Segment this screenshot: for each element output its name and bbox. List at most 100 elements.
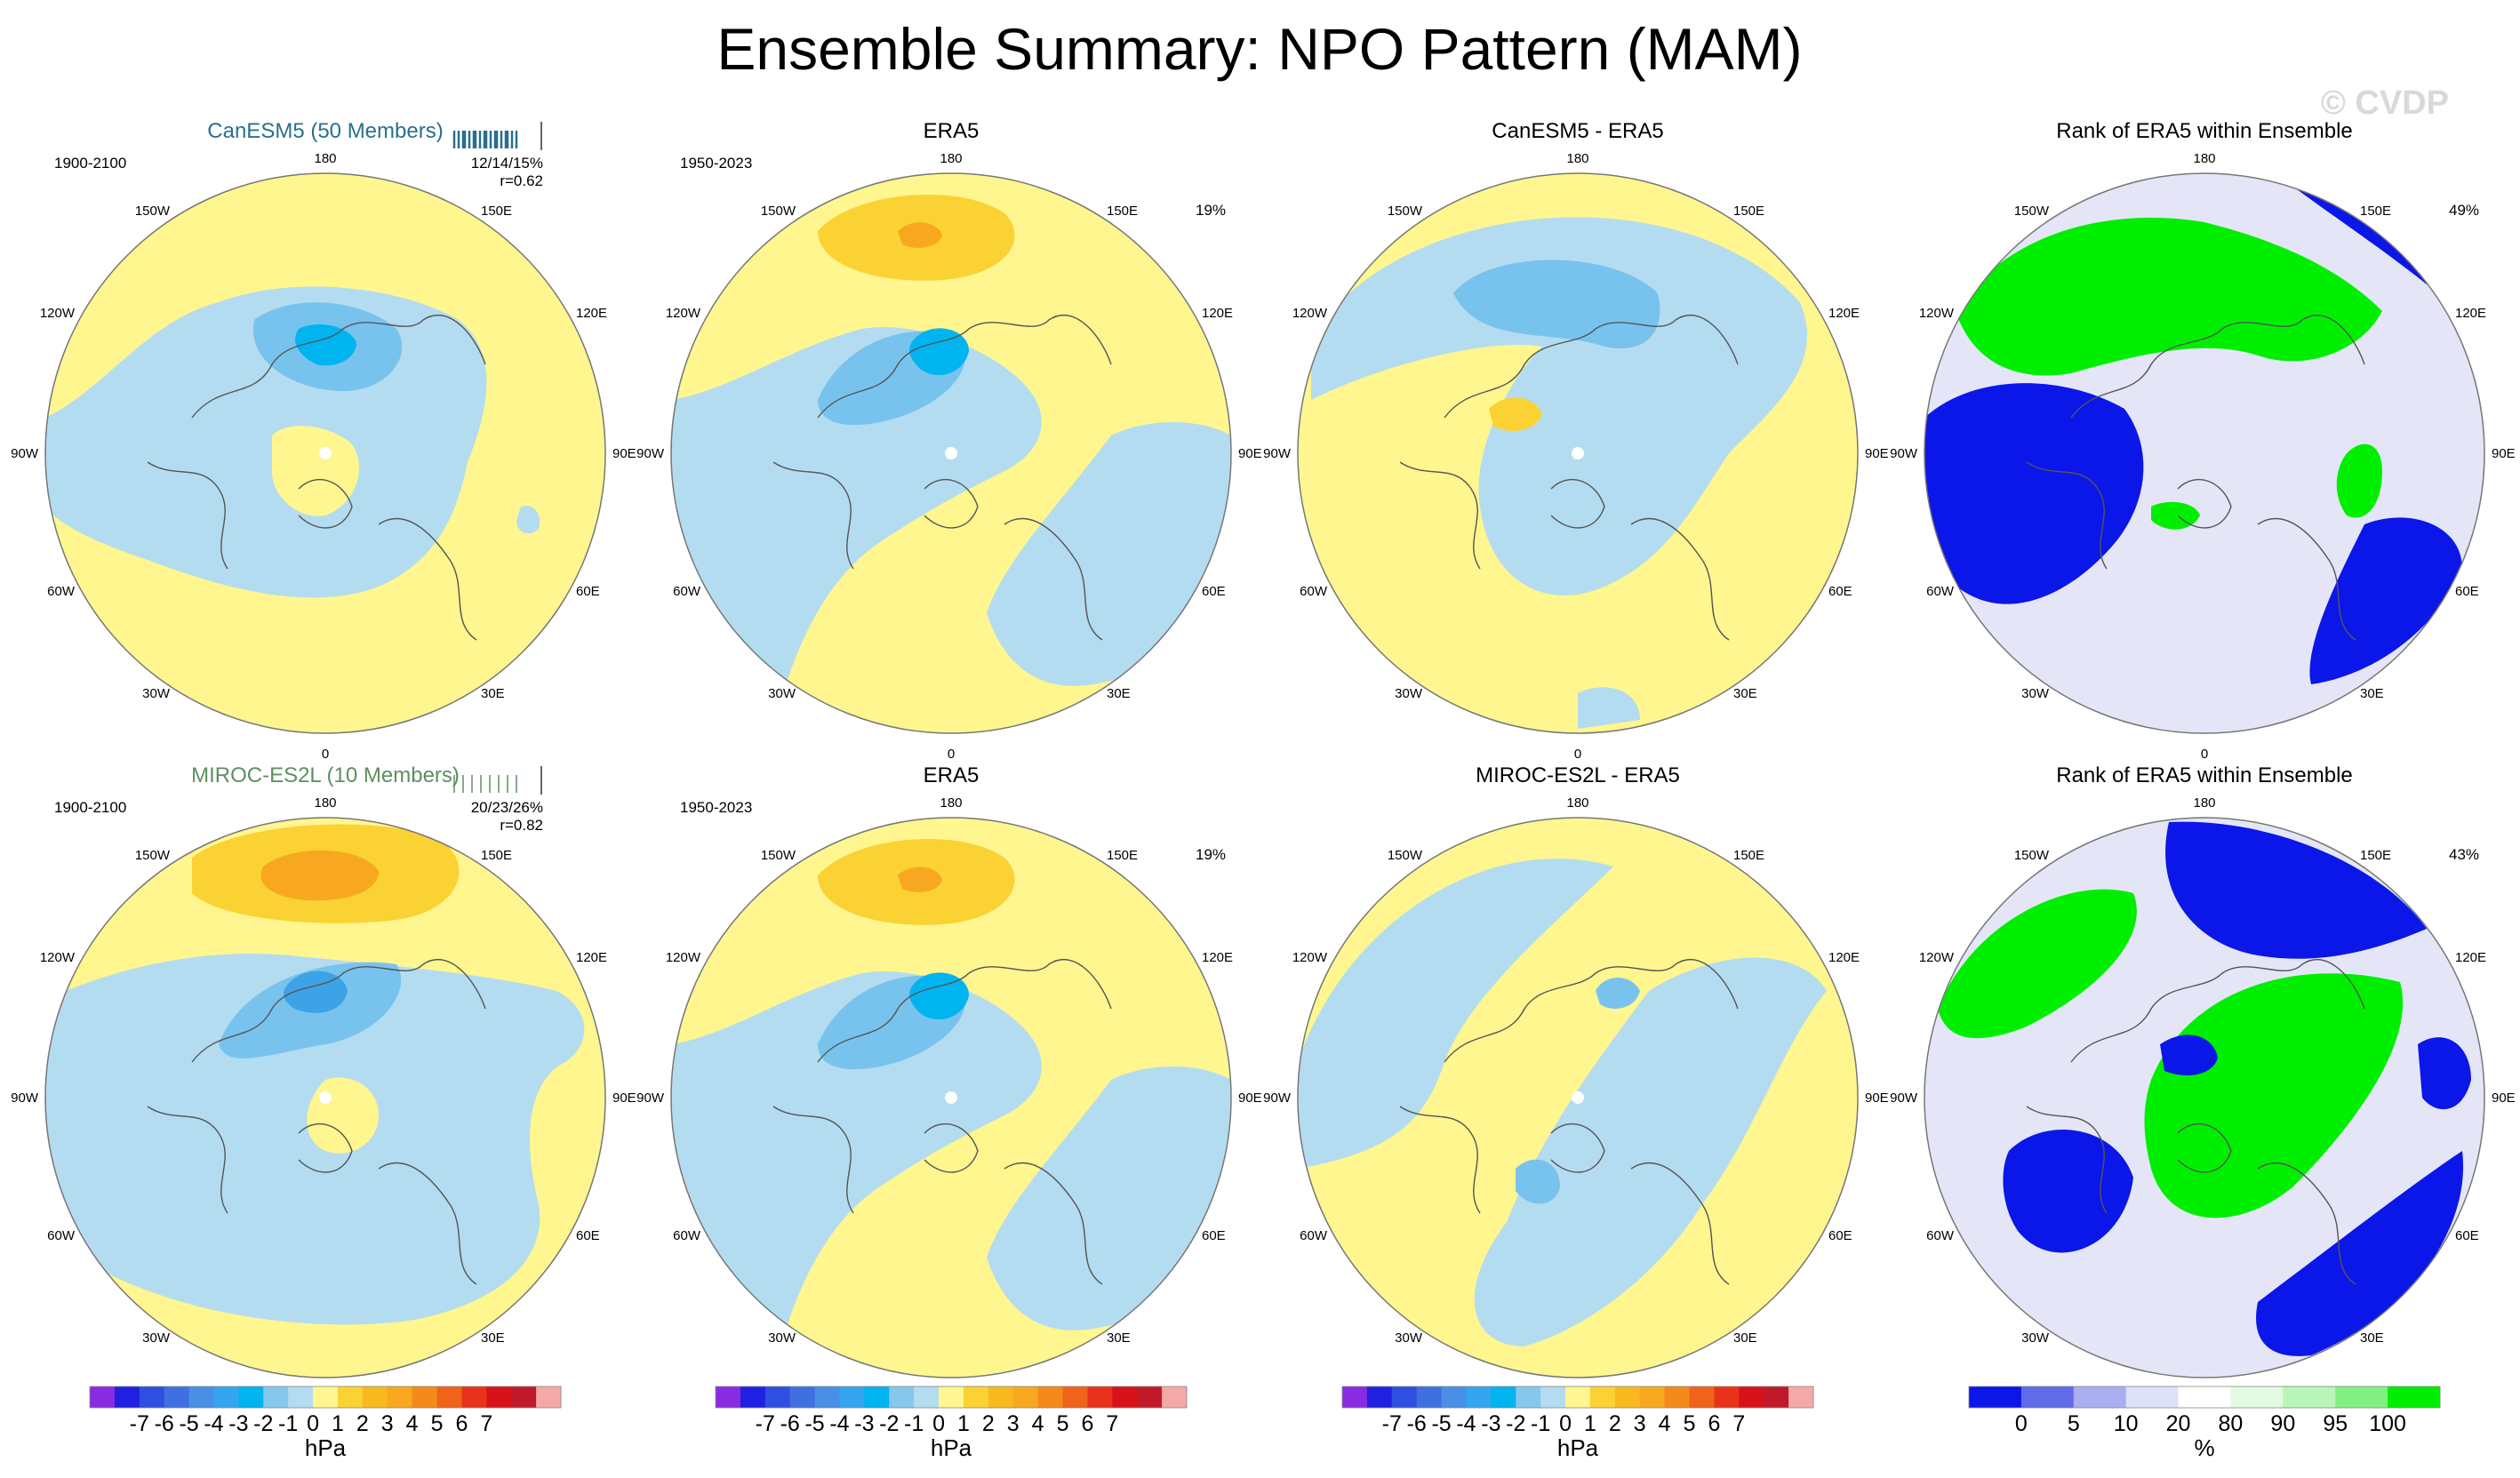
- pattern-correlation: r=0.82: [500, 817, 543, 834]
- period-label: 1950-2023: [680, 155, 752, 172]
- lon-label-left: 90W: [1890, 446, 1918, 461]
- pole-marker: [945, 1091, 957, 1104]
- colorbar-swatch: [2178, 1386, 2231, 1408]
- lon-label-left: 90W: [636, 1091, 665, 1106]
- lon-label-ul2: 120W: [1919, 306, 1955, 321]
- lon-label-lr2: 30E: [1107, 1330, 1131, 1346]
- colorbar-swatch: [764, 1386, 791, 1408]
- lon-label-lr2: 30E: [2360, 686, 2384, 701]
- colorbar-tick-label: 4: [406, 1411, 419, 1436]
- colorbar-tick-label: 2: [982, 1411, 995, 1436]
- member-ticks: [452, 122, 542, 150]
- coastline: [147, 958, 486, 1285]
- lon-label-right: 90E: [2492, 446, 2516, 461]
- coastline: [1399, 958, 1739, 1285]
- panel-0-0: CanESM5 (50 Members) 180 0 90W 90E 150W 120W 15…: [11, 119, 636, 762]
- lon-label-ur1: 150E: [1107, 848, 1138, 863]
- lon-label-ur2: 120E: [576, 306, 607, 321]
- colorbar-swatch: [1466, 1386, 1492, 1408]
- colorbar-swatch: [1969, 1386, 2022, 1408]
- lon-label-lr2: 30E: [1733, 1330, 1757, 1346]
- lon-label-bottom: 0: [2201, 747, 2208, 762]
- colorbar-swatch: [436, 1386, 462, 1408]
- colorbar-swatch: [2335, 1386, 2388, 1408]
- colorbar-tick-label: -3: [854, 1411, 874, 1436]
- rank-low-patch: [2418, 1037, 2471, 1110]
- panel-title: MIROC-ES2L - ERA5: [1476, 763, 1680, 787]
- colorbar-swatch: [238, 1386, 264, 1408]
- lon-label-lr2: 30E: [1733, 686, 1757, 701]
- colorbar-tick-label: 1: [1584, 1411, 1596, 1436]
- colorbar-tick-label: 95: [2323, 1411, 2348, 1436]
- lon-label-ur1: 150E: [481, 848, 512, 863]
- colorbar-model: -7 -6 -5 -4 -3 -2 -1 0 1 2 3 4 5 6 7 hPa: [89, 1386, 562, 1461]
- lon-label-right: 90E: [2492, 1091, 2516, 1106]
- colorbar-unit: %: [2194, 1434, 2214, 1461]
- lon-label-ur2: 120E: [1202, 306, 1233, 321]
- lon-label-ll1: 60W: [47, 1228, 76, 1243]
- colorbar-tick-label: -6: [155, 1411, 174, 1436]
- variance-pct: 19%: [1196, 202, 1226, 219]
- colorbar-swatch: [1062, 1386, 1088, 1408]
- colorbar-swatch: [1491, 1386, 1516, 1408]
- coastline: [2026, 314, 2365, 641]
- lon-label-left: 90W: [1890, 1091, 1918, 1106]
- lon-label-right: 90E: [1238, 1091, 1262, 1106]
- colorbar-unit: hPa: [1557, 1434, 1599, 1461]
- lon-label-ll2: 30W: [2021, 1330, 2050, 1346]
- lon-label-ul2: 120W: [1292, 950, 1328, 965]
- lon-label-ll1: 60W: [1300, 1228, 1328, 1243]
- colorbar-tick-label: -7: [1382, 1411, 1402, 1436]
- lon-label-right: 90E: [612, 1091, 636, 1106]
- colorbar-frame: [1341, 1386, 1814, 1409]
- lon-label-bottom: 0: [1574, 747, 1581, 762]
- variance-pct: 49%: [2449, 202, 2479, 219]
- colorbar-tick-label: -2: [879, 1411, 899, 1436]
- map-field: [671, 818, 1231, 1378]
- colorbar-swatch: [1714, 1386, 1740, 1408]
- variance-pct: 19%: [1196, 846, 1226, 863]
- colorbar-tick-label: 3: [381, 1411, 394, 1436]
- colorbar-swatch: [864, 1386, 890, 1408]
- colorbar-tick-label: 3: [1007, 1411, 1020, 1436]
- colorbar-unit: hPa: [931, 1434, 972, 1461]
- lon-label-left: 90W: [1263, 1091, 1292, 1106]
- colorbar-frame: [1968, 1386, 2441, 1409]
- colorbar-tick-label: 4: [1032, 1411, 1044, 1436]
- colorbar-tick-label: -5: [1431, 1411, 1451, 1436]
- map-border: [1297, 817, 1859, 1378]
- colorbar-tick-label: 5: [431, 1411, 444, 1436]
- cvdp-watermark: © CVDP: [2321, 84, 2449, 122]
- map-border: [44, 172, 606, 734]
- panel-0-1: ERA5 180 0 90W 90E 150W 120W 150E 120E 60W 30W 60E 3…: [636, 119, 1262, 762]
- lon-label-ul1: 150W: [761, 848, 796, 863]
- lon-label-ur1: 150E: [1733, 848, 1764, 863]
- colorbar-tick-label: -4: [204, 1411, 223, 1436]
- coastline: [147, 314, 486, 641]
- colorbar-swatch: [313, 1386, 339, 1408]
- map-field: [45, 818, 605, 1378]
- rank-low-strip: [2293, 187, 2427, 284]
- lon-label-ur2: 120E: [1828, 306, 1860, 321]
- panel-1-2: MIROC-ES2L - ERA5180090W90E150W120W150E1…: [1263, 763, 1889, 1406]
- low-pressure-core: [1453, 260, 1660, 348]
- colorbar-tick-label: -1: [904, 1411, 924, 1436]
- colorbar-swatch: [839, 1386, 865, 1408]
- colorbar-swatch: [337, 1386, 364, 1408]
- lon-label-ll2: 30W: [768, 686, 796, 701]
- low-pressure-center: [909, 972, 969, 1020]
- rank-high-region: [1956, 217, 2382, 376]
- colorbar-tick-label: 7: [480, 1411, 492, 1436]
- colorbar-swatch: [486, 1386, 512, 1408]
- colorbar-swatch: [1540, 1386, 1566, 1408]
- colorbar-swatch: [716, 1386, 741, 1408]
- colorbar-tick-label: 10: [2114, 1411, 2139, 1436]
- panel-title: Rank of ERA5 within Ensemble: [2056, 119, 2353, 143]
- colorbar-swatch: [1614, 1386, 1641, 1408]
- map-field: [1924, 173, 2484, 733]
- low-pressure-patch: [1578, 687, 1640, 729]
- panel-title: ERA5: [924, 119, 980, 143]
- lon-label-lr1: 60E: [2455, 584, 2479, 599]
- colorbar-tick-label: 0: [2015, 1411, 2028, 1436]
